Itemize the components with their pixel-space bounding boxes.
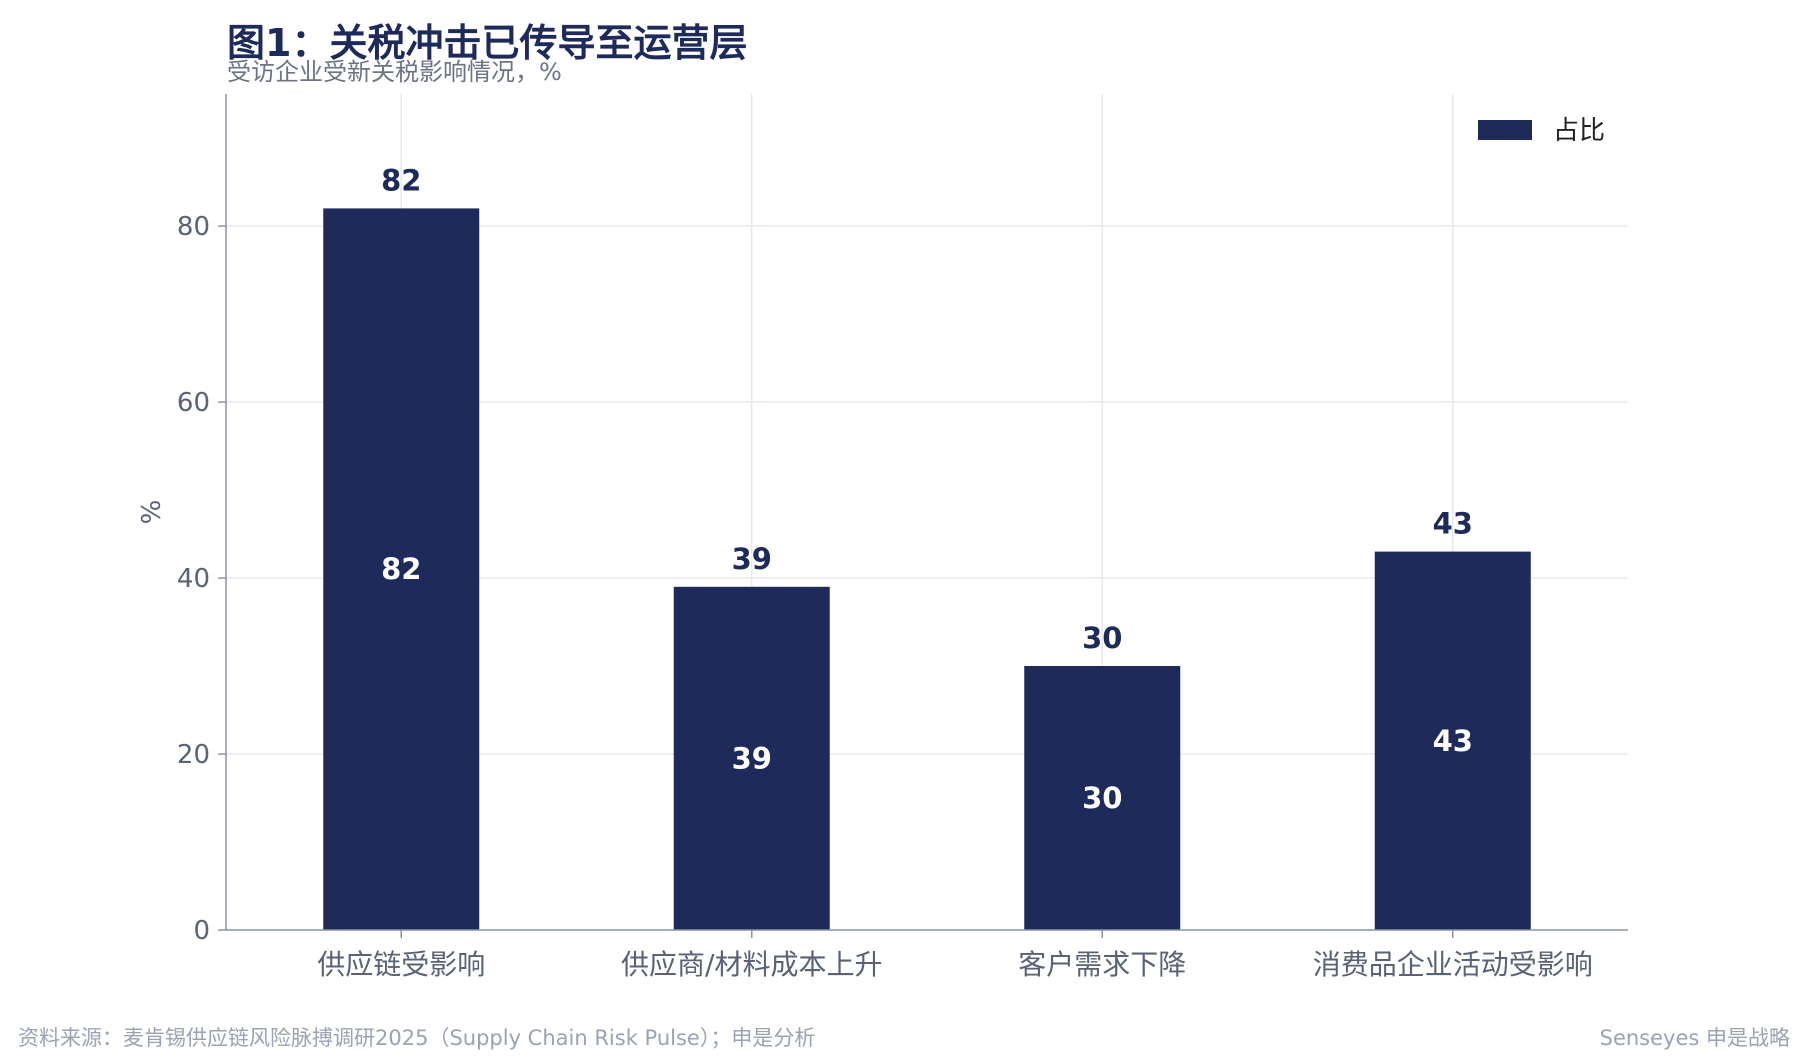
legend-label: 占比 <box>1553 116 1605 146</box>
brand-credit: Senseyes 申是战略 <box>1599 1026 1790 1050</box>
bar <box>673 586 830 930</box>
bar-value-label: 82 <box>381 163 421 197</box>
bar-inner-label: 30 <box>1082 781 1122 815</box>
x-tick-label: 客户需求下降 <box>1018 948 1186 981</box>
bar-value-label: 43 <box>1433 507 1473 541</box>
y-axis-title: % <box>137 500 167 525</box>
x-tick-label: 供应商/材料成本上升 <box>621 948 882 981</box>
legend-swatch <box>1478 120 1532 140</box>
bar <box>323 208 480 930</box>
chart-title: 图1：关税冲击已传导至运营层 <box>227 21 748 65</box>
y-tick-label: 0 <box>193 916 210 946</box>
bar-inner-label: 82 <box>381 552 421 586</box>
bar-inner-label: 39 <box>732 741 772 775</box>
x-tick-label: 消费品企业活动受影响 <box>1313 948 1593 981</box>
bar-inner-label: 43 <box>1433 724 1473 758</box>
bar-value-label: 39 <box>732 542 772 576</box>
y-tick-label: 40 <box>177 564 210 594</box>
chart-subtitle: 受访企业受新关税影响情况，% <box>227 58 562 86</box>
y-tick-label: 20 <box>177 740 210 770</box>
bar <box>1024 666 1181 930</box>
y-tick-label: 60 <box>177 388 210 418</box>
y-tick-label: 80 <box>177 212 210 242</box>
x-tick-label: 供应链受影响 <box>317 948 485 981</box>
bar-value-label: 30 <box>1082 621 1122 655</box>
source-note: 资料来源：麦肯锡供应链风险脉搏调研2025（Supply Chain Risk … <box>18 1026 816 1050</box>
bar <box>1374 551 1531 930</box>
